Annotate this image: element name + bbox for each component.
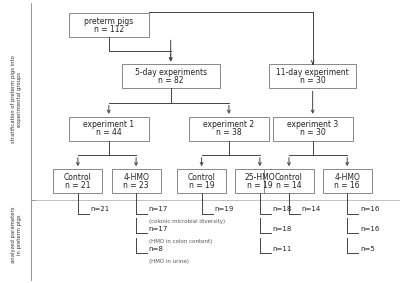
FancyBboxPatch shape — [264, 169, 314, 193]
Text: n = 44: n = 44 — [96, 128, 122, 137]
Text: n = 14: n = 14 — [276, 181, 302, 190]
Text: Control: Control — [188, 173, 216, 182]
FancyBboxPatch shape — [53, 169, 102, 193]
Text: Control: Control — [64, 173, 92, 182]
Text: 4-HMO: 4-HMO — [123, 173, 149, 182]
Text: n=17: n=17 — [149, 226, 168, 232]
Text: n = 82: n = 82 — [158, 76, 184, 85]
Text: (HMO in colon content): (HMO in colon content) — [149, 239, 212, 244]
Text: n = 21: n = 21 — [65, 181, 91, 190]
FancyBboxPatch shape — [235, 169, 284, 193]
Text: 11-day experiment: 11-day experiment — [276, 68, 349, 77]
FancyBboxPatch shape — [323, 169, 372, 193]
FancyBboxPatch shape — [112, 169, 161, 193]
Text: n = 112: n = 112 — [94, 25, 124, 34]
Text: n = 19: n = 19 — [189, 181, 214, 190]
Text: n=17: n=17 — [149, 206, 168, 212]
Text: experiment 3: experiment 3 — [287, 120, 338, 129]
Text: n=18: n=18 — [273, 226, 292, 232]
Text: n=16: n=16 — [360, 226, 379, 232]
FancyBboxPatch shape — [69, 13, 149, 37]
Text: (colonic microbial diversity): (colonic microbial diversity) — [149, 219, 225, 224]
FancyBboxPatch shape — [122, 65, 220, 88]
Text: experiment 1: experiment 1 — [83, 120, 134, 129]
Text: n=14: n=14 — [302, 206, 321, 212]
Text: n = 19: n = 19 — [247, 181, 273, 190]
FancyBboxPatch shape — [69, 117, 149, 141]
Text: 5-day experiments: 5-day experiments — [135, 68, 207, 77]
Text: n = 30: n = 30 — [300, 128, 326, 137]
Text: n = 30: n = 30 — [300, 76, 326, 85]
Text: experiment 2: experiment 2 — [203, 120, 254, 129]
Text: stratification of preterm pigs into
experimental groups: stratification of preterm pigs into expe… — [11, 55, 22, 143]
Text: (HMO in urine): (HMO in urine) — [149, 259, 189, 264]
Text: n=11: n=11 — [273, 246, 292, 252]
Text: n = 16: n = 16 — [334, 181, 360, 190]
Text: Control: Control — [275, 173, 303, 182]
Text: n=21: n=21 — [91, 206, 110, 212]
Text: n=8: n=8 — [149, 246, 164, 252]
Text: n=5: n=5 — [360, 246, 375, 252]
Text: n=18: n=18 — [273, 206, 292, 212]
Text: 4-HMO: 4-HMO — [334, 173, 360, 182]
Text: n = 38: n = 38 — [216, 128, 242, 137]
Text: n = 23: n = 23 — [123, 181, 149, 190]
Text: n=19: n=19 — [214, 206, 234, 212]
Text: n=16: n=16 — [360, 206, 379, 212]
FancyBboxPatch shape — [177, 169, 226, 193]
FancyBboxPatch shape — [269, 65, 356, 88]
FancyBboxPatch shape — [189, 117, 269, 141]
Text: analyzed parameters
in preterm pigs: analyzed parameters in preterm pigs — [11, 207, 22, 263]
Text: preterm pigs: preterm pigs — [84, 17, 134, 26]
FancyBboxPatch shape — [273, 117, 353, 141]
Text: 25-HMO: 25-HMO — [244, 173, 275, 182]
